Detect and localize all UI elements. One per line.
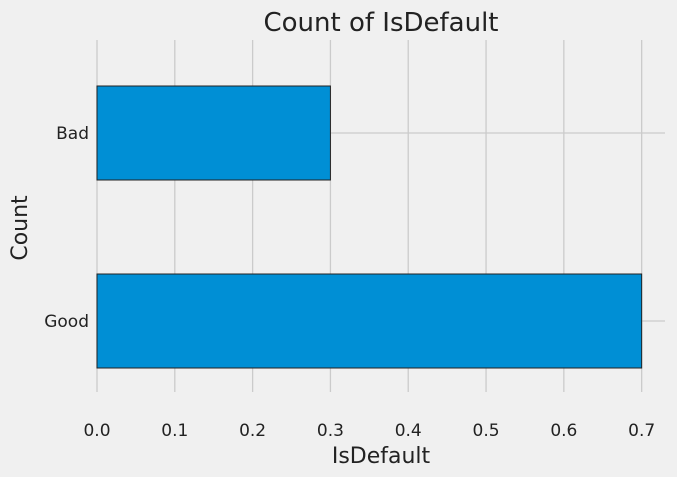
- x-tick-label: 0.1: [161, 421, 188, 441]
- bar-bad: [97, 86, 330, 180]
- y-axis-label: Count: [8, 195, 33, 261]
- y-tick-label: Good: [44, 312, 89, 332]
- x-tick-label: 0.6: [550, 421, 577, 441]
- x-tick-label: 0.4: [395, 421, 422, 441]
- bar-good: [97, 274, 642, 368]
- x-tick-label: 0.7: [628, 421, 655, 441]
- x-tick-label: 0.5: [473, 421, 500, 441]
- x-axis-label: IsDefault: [332, 444, 431, 469]
- x-tick-label: 0.0: [83, 421, 110, 441]
- x-tick-label: 0.3: [317, 421, 344, 441]
- y-tick-label: Bad: [56, 124, 89, 144]
- chart-title: Count of IsDefault: [263, 8, 498, 38]
- x-tick-label: 0.2: [239, 421, 266, 441]
